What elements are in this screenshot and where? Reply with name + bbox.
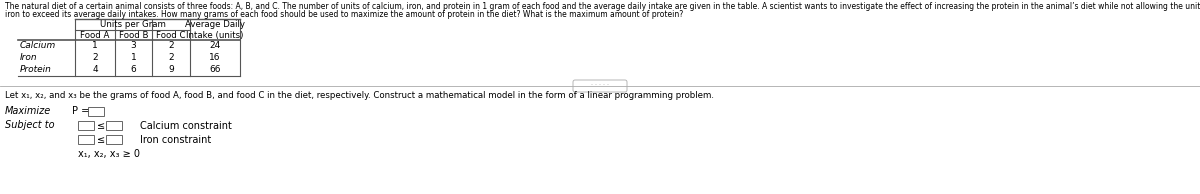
Text: Average Daily: Average Daily [185,20,245,29]
Text: iron to exceed its average daily intakes. How many grams of each food should be : iron to exceed its average daily intakes… [5,10,683,19]
Text: Let x₁, x₂, and x₃ be the grams of food A, food B, and food C in the diet, respe: Let x₁, x₂, and x₃ be the grams of food … [5,91,714,100]
Text: Intake (units): Intake (units) [186,31,244,40]
Bar [106,135,122,144]
Text: Food C: Food C [156,31,186,40]
Text: The natural diet of a certain animal consists of three foods: A, B, and C. The n: The natural diet of a certain animal con… [5,2,1200,11]
Text: 1: 1 [131,53,137,62]
Text: Iron constraint: Iron constraint [140,135,211,145]
Text: Iron: Iron [20,53,37,62]
Text: 16: 16 [209,53,221,62]
Text: 3: 3 [131,41,137,50]
Text: x₁, x₂, x₃ ≥ 0: x₁, x₂, x₃ ≥ 0 [78,149,140,159]
Text: Calcium constraint: Calcium constraint [140,121,232,131]
Text: 2: 2 [168,53,174,62]
Text: 6: 6 [131,65,137,74]
Text: · · · · ·: · · · · · [592,82,610,87]
Text: 2: 2 [168,41,174,50]
Text: ≤: ≤ [97,121,106,131]
Bar [88,107,104,116]
FancyBboxPatch shape [574,80,628,92]
Bar [78,121,94,130]
Text: Calcium: Calcium [20,41,56,50]
Text: 9: 9 [168,65,174,74]
Text: Protein: Protein [20,65,52,74]
Text: Maximize: Maximize [5,106,52,116]
Text: 4: 4 [92,65,98,74]
Bar [78,135,94,144]
Text: Food A: Food A [80,31,109,40]
Text: 24: 24 [209,41,221,50]
Text: Units per Gram: Units per Gram [100,20,166,29]
Text: ≤: ≤ [97,135,106,145]
Text: 66: 66 [209,65,221,74]
Text: 1: 1 [92,41,98,50]
Bar [106,121,122,130]
Text: P =: P = [72,106,89,116]
Text: Subject to: Subject to [5,120,55,130]
Text: Food B: Food B [119,31,149,40]
Text: 2: 2 [92,53,98,62]
